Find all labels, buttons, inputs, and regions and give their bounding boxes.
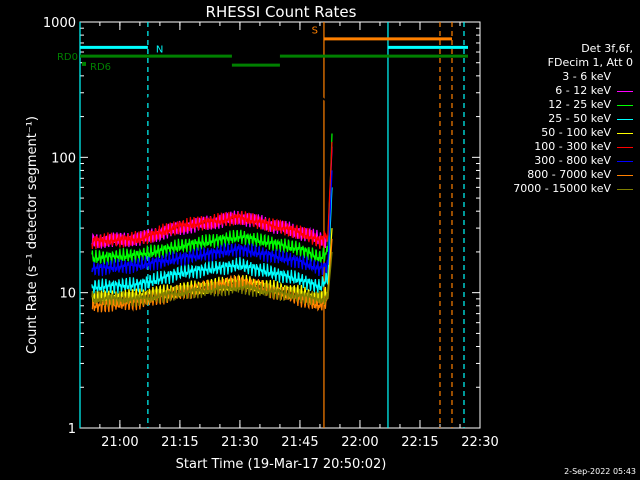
legend-item-100-300-kev: 100 - 300 keV — [513, 140, 633, 154]
legend-label-3-6-kev: 3 - 6 keV — [562, 70, 611, 83]
legend-swatch-300-800-kev — [617, 160, 633, 162]
annotation-rd0: RD0 — [57, 52, 78, 63]
x-tick-label-3: 21:45 — [281, 435, 318, 450]
legend-item-6-12-kev: 6 - 12 keV — [513, 84, 633, 98]
legend: Det 3f,6f, FDecim 1, Att 0 3 - 6 keV 6 - … — [513, 42, 633, 196]
legend-header-line-2: FDecim 1, Att 0 — [513, 56, 633, 70]
x-axis-label: Start Time (19-Mar-17 20:50:02) — [176, 457, 387, 472]
legend-label-25-50-kev: 25 - 50 keV — [548, 112, 611, 125]
x-tick-label-4: 22:00 — [341, 435, 378, 450]
legend-item-50-100-kev: 50 - 100 keV — [513, 126, 633, 140]
rd6-marker — [82, 61, 86, 66]
legend-label-6-12-kev: 6 - 12 keV — [555, 84, 611, 97]
legend-swatch-50-100-kev — [617, 132, 633, 134]
legend-item-800-7000-kev: 800 - 7000 keV — [513, 168, 633, 182]
y-tick-label-3: 1000 — [43, 16, 76, 31]
legend-label-100-300-kev: 100 - 300 keV — [534, 140, 611, 153]
y-tick-label-1: 10 — [59, 287, 76, 302]
x-tick-label-1: 21:15 — [161, 435, 198, 450]
legend-item-7000-15000-kev: 7000 - 15000 keV — [513, 182, 633, 196]
series-line-300-800-kev — [91, 170, 333, 277]
legend-items: 3 - 6 keV 6 - 12 keV 12 - 25 keV 25 - 50 ke… — [513, 70, 633, 196]
annotation-n: N — [156, 44, 163, 55]
legend-item-25-50-kev: 25 - 50 keV — [513, 112, 633, 126]
annotation-rd6: RD6 — [90, 62, 111, 73]
x-tick-label-2: 21:30 — [221, 435, 258, 450]
legend-swatch-7000-15000-kev — [617, 188, 633, 190]
chart-title: RHESSI Count Rates — [206, 3, 357, 21]
legend-swatch-12-25-kev — [617, 104, 633, 106]
legend-header-text-2: FDecim 1, Att 0 — [547, 56, 633, 69]
legend-item-300-800-kev: 300 - 800 keV — [513, 154, 633, 168]
legend-label-50-100-kev: 50 - 100 keV — [541, 126, 611, 139]
series-line-25-50-kev — [91, 187, 333, 294]
footer-timestamp: 2-Sep-2022 05:43 — [564, 467, 636, 476]
y-axis-label: Count Rate (s⁻¹ detector segment⁻¹) — [25, 116, 40, 354]
annotation-s: S — [312, 26, 318, 37]
legend-swatch-6-12-kev — [617, 90, 633, 92]
legend-label-800-7000-kev: 800 - 7000 keV — [527, 168, 611, 181]
y-tick-label-0: 1 — [68, 422, 76, 437]
y-tick-label-2: 100 — [51, 151, 76, 166]
series-line-12-25-kev — [91, 133, 333, 266]
legend-item-3-6-kev: 3 - 6 keV — [513, 70, 633, 84]
series-line-7000-15000-kev — [91, 251, 333, 307]
legend-swatch-3-6-kev — [617, 76, 633, 78]
legend-label-7000-15000-kev: 7000 - 15000 keV — [513, 182, 611, 195]
legend-item-12-25-kev: 12 - 25 keV — [513, 98, 633, 112]
plot-layer: 1 10 100 1000 21:00 21:15 21:30 21:45 22:00 22:15… — [43, 16, 499, 450]
series-line-3-6-kev — [91, 75, 333, 104]
x-tick-label-6: 22:30 — [461, 435, 498, 450]
legend-label-12-25-kev: 12 - 25 keV — [548, 98, 611, 111]
legend-swatch-800-7000-kev — [617, 174, 633, 176]
legend-swatch-100-300-kev — [617, 146, 633, 148]
x-tick-label-0: 21:00 — [101, 435, 138, 450]
series-line-100-300-kev — [91, 141, 333, 250]
legend-header-text-1: Det 3f,6f, — [581, 42, 633, 55]
legend-label-300-800-kev: 300 - 800 keV — [534, 154, 611, 167]
legend-header-line-1: Det 3f,6f, — [513, 42, 633, 56]
legend-swatch-25-50-kev — [617, 118, 633, 120]
x-tick-label-5: 22:15 — [401, 435, 438, 450]
